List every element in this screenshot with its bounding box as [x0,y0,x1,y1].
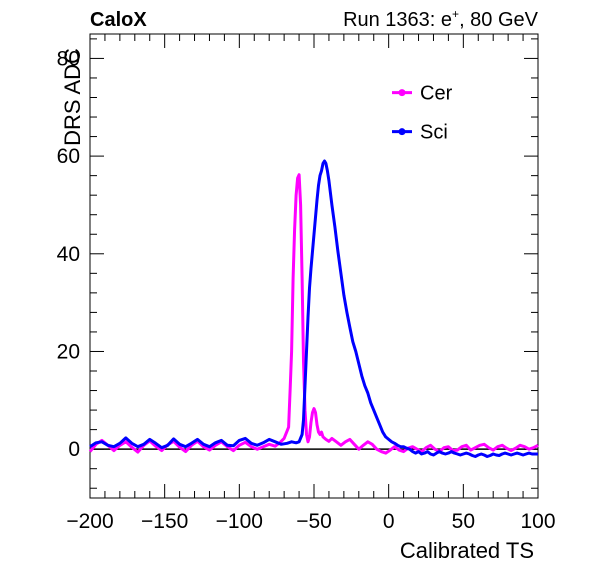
axis-ticks [89,34,539,498]
y-tick-label: 80 [57,47,80,70]
legend-label-sci: Sci [420,122,448,144]
x-axis-title: Calibrated TS [400,538,534,563]
chart-header-left: CaloX [90,9,147,31]
series-line-cer [88,173,539,455]
y-axis-title: DRS ADC [60,48,85,146]
y-tick-label: 40 [57,243,80,266]
x-tick-label: −150 [141,510,188,533]
legend-marker-cer [398,89,406,97]
x-tick-label: 0 [383,510,395,533]
header-positron-superscript: + [452,7,459,21]
x-tick-label: 100 [520,510,555,533]
y-tick-label: 0 [68,438,80,461]
series-group [88,159,539,458]
x-tick-label: −50 [296,510,332,533]
series-line-sci [89,159,538,458]
header-energy-label: , 80 GeV [459,9,539,31]
axis-tick-labels: −200 −150 −100 −50 0 50 100 0 20 40 60 80 [57,47,556,533]
x-tick-label: 50 [452,510,475,533]
legend-marker-sci [398,128,406,136]
y-tick-label: 60 [57,145,80,168]
legend: Cer Sci [392,83,453,144]
x-tick-label: −200 [66,510,113,533]
chart-header-right: Run 1363: e+, 80 GeV [343,7,539,31]
header-run-label: Run 1363: e [343,9,452,31]
plot-frame [89,33,539,499]
legend-label-cer: Cer [420,83,453,105]
y-tick-label: 20 [57,340,80,363]
x-tick-label: −100 [216,510,263,533]
